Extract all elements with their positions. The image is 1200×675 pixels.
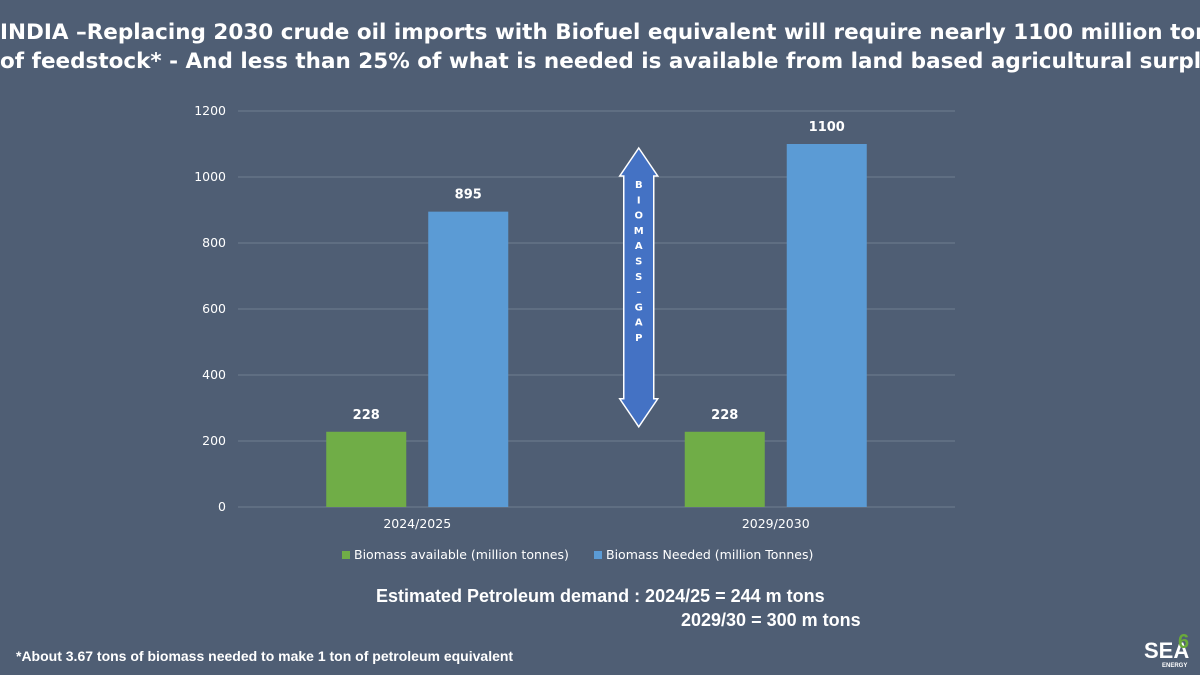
gap-label-letter: A xyxy=(635,318,643,329)
gap-label-letter: – xyxy=(636,287,641,298)
y-tick-label: 1200 xyxy=(194,103,226,118)
legend-label: Biomass Needed (million Tonnes) xyxy=(606,547,813,562)
y-tick-label: 600 xyxy=(202,301,226,316)
demand-line-2: 2029/30 = 300 m tons xyxy=(681,610,861,630)
logo-sup: 6 xyxy=(1178,631,1189,653)
slide-title: INDIA –Replacing 2030 crude oil imports … xyxy=(0,18,1200,76)
gap-label-letter: A xyxy=(635,241,643,252)
y-tick-label: 400 xyxy=(202,367,226,382)
gap-label-letter: I xyxy=(637,195,641,206)
biomass-gap-arrow xyxy=(618,146,660,429)
gap-label-letter: O xyxy=(634,211,643,222)
data-label: 895 xyxy=(455,188,482,203)
data-label: 1100 xyxy=(809,120,845,135)
y-tick-label: 800 xyxy=(202,235,226,250)
gap-label-letter: S xyxy=(635,257,642,268)
gap-label-letter: M xyxy=(634,226,644,237)
logo-main: SEA xyxy=(1144,638,1189,663)
title-line-1: INDIA –Replacing 2030 crude oil imports … xyxy=(0,20,1200,45)
x-tick-label: 2024/2025 xyxy=(383,516,451,531)
legend-swatch xyxy=(342,551,350,559)
bar xyxy=(786,144,867,507)
y-tick-label: 1000 xyxy=(194,169,226,184)
bar xyxy=(428,211,509,507)
legend-swatch xyxy=(594,551,602,559)
data-label: 228 xyxy=(353,408,380,423)
y-tick-label: 200 xyxy=(202,433,226,448)
demand-line-1: Estimated Petroleum demand : 2024/25 = 2… xyxy=(376,586,825,606)
legend-label: Biomass available (million tonnes) xyxy=(354,547,569,562)
gap-label-letter: S xyxy=(635,272,642,283)
y-tick-label: 0 xyxy=(218,499,226,514)
gap-label-letter: G xyxy=(635,302,643,313)
bar xyxy=(326,431,407,507)
bar xyxy=(684,431,765,507)
gap-label-letter: P xyxy=(635,333,642,344)
title-line-2: of feedstock* - And less than 25% of wha… xyxy=(0,49,1200,74)
logo-sub: ENERGY xyxy=(1162,663,1187,669)
x-tick-label: 2029/2030 xyxy=(742,516,810,531)
data-label: 228 xyxy=(711,408,738,423)
bar-chart: 0 200 400 600 800 1000 1200 228 895 2024/2025 228 1… xyxy=(194,103,955,562)
gap-label-letter: B xyxy=(635,180,643,191)
footnote: *About 3.67 tons of biomass needed to ma… xyxy=(16,648,514,664)
sea6-energy-logo: SEA 6 ENERGY xyxy=(1144,631,1189,669)
